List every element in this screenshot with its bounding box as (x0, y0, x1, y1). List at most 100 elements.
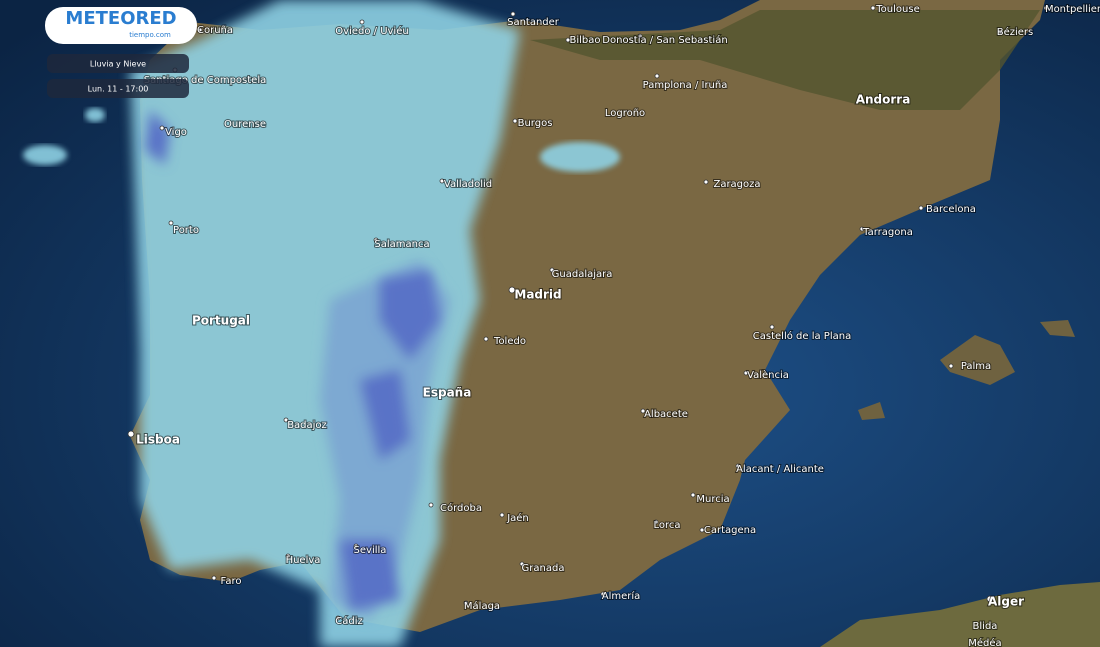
place-label: Badajoz (287, 420, 327, 431)
place-dot (640, 408, 646, 414)
place-dot (653, 519, 659, 525)
place-dot (600, 591, 606, 597)
place-dot (197, 27, 203, 33)
place-label: Alacant / Alicante (736, 464, 824, 475)
place-label: Andorra (856, 93, 911, 107)
place-label: Logroño (605, 108, 645, 119)
place-dot (918, 205, 924, 211)
precipitation (23, 0, 620, 647)
place-label: Córdoba (440, 502, 482, 514)
rain-light (130, 0, 520, 647)
logo-badge[interactable] (45, 7, 197, 44)
place-label: Montpellier (1045, 4, 1100, 15)
place-label: Ourense (224, 119, 266, 130)
place-dot (127, 430, 135, 438)
place-label: Sevilla (354, 545, 387, 556)
place-label: Cartagena (704, 525, 756, 536)
logo[interactable]: METEORED tiempo.com (45, 7, 197, 44)
place-label: Béziers (997, 26, 1034, 38)
place-label: Faro (221, 576, 242, 587)
place-dot (699, 527, 705, 533)
place-dot (986, 595, 994, 603)
place-dot (211, 575, 217, 581)
place-dot (373, 237, 379, 243)
place-label: Porto (173, 225, 199, 236)
layer-label: Lluvia y Nieve (90, 60, 146, 69)
place-label: Oviedo / Uviéu (335, 25, 408, 37)
rain-cell (85, 108, 105, 122)
time-pill[interactable] (47, 79, 189, 98)
layer-pill[interactable] (47, 54, 189, 73)
place-dot (870, 5, 876, 11)
place-label: Médéa (968, 637, 1001, 647)
place-dot (519, 561, 525, 567)
place-dot (439, 178, 445, 184)
place-label: Blida (973, 621, 998, 632)
place-label: Jaén (506, 512, 529, 524)
land-mallorca (940, 335, 1015, 385)
place-label: Valladolid (444, 179, 492, 190)
place-dot (463, 600, 469, 606)
place-label: Alger (988, 595, 1024, 609)
place-dot (353, 543, 359, 549)
place-label: Lorca (653, 520, 680, 531)
land-ibiza (858, 402, 885, 420)
place-label: Donostia / San Sebastián (602, 34, 727, 46)
place-label: España (423, 386, 472, 400)
place-dot (654, 73, 660, 79)
place-dot (168, 220, 174, 226)
place-label: Málaga (464, 600, 500, 612)
place-label: Huelva (286, 555, 321, 566)
place-label: Lisboa (136, 433, 180, 447)
place-dot (283, 417, 289, 423)
place-label: Vigo (165, 127, 187, 138)
place-label: Tarragona (862, 227, 913, 238)
place-label: Coruña (197, 25, 233, 36)
place-dot (359, 19, 365, 25)
place-label: Salamanca (374, 239, 429, 250)
place-dot (997, 29, 1003, 35)
place-dot (335, 615, 341, 621)
place-label: Toulouse (875, 4, 919, 15)
place-dot (769, 324, 775, 330)
place-dot (512, 118, 518, 124)
place-label: València (747, 369, 789, 381)
place-dot (285, 553, 291, 559)
place-dot (428, 502, 434, 508)
place-label: Palma (961, 361, 991, 372)
place-label: Murcia (696, 494, 729, 505)
place-label: Albacete (644, 409, 688, 420)
place-dot (743, 370, 749, 376)
time-label: Lun. 11 - 17:00 (88, 85, 149, 94)
place-dot (735, 463, 741, 469)
logo-site: tiempo.com (129, 31, 171, 39)
place-dot (948, 363, 954, 369)
place-label: Castelló de la Plana (753, 330, 851, 342)
place-label: Madrid (514, 288, 561, 302)
rain-cell (23, 145, 67, 165)
place-dot (549, 267, 555, 273)
place-label: Guadalajara (552, 269, 613, 280)
land-north-mountains (530, 10, 1040, 110)
land-africa (820, 582, 1100, 647)
place-dot (508, 286, 516, 294)
land-menorca (1040, 320, 1075, 337)
place-dot (499, 512, 505, 518)
place-label: Burgos (518, 118, 553, 129)
place-label: Portugal (192, 314, 250, 328)
place-dot (483, 336, 489, 342)
place-dot (1043, 5, 1049, 11)
place-dot (859, 226, 865, 232)
place-label: Cádiz (335, 615, 363, 627)
rain-cell (540, 142, 620, 172)
place-dot (637, 33, 643, 39)
place-label: Barcelona (926, 204, 976, 215)
place-labels: Coruña Oviedo / Uviéu Santander Bilbao Donos… (127, 3, 1100, 647)
place-dot (510, 11, 516, 17)
place-label: Almería (602, 590, 641, 602)
place-dot (159, 125, 165, 131)
place-label: Zaragoza (713, 179, 760, 190)
place-label: Santander (507, 17, 560, 28)
place-dot (690, 492, 696, 498)
